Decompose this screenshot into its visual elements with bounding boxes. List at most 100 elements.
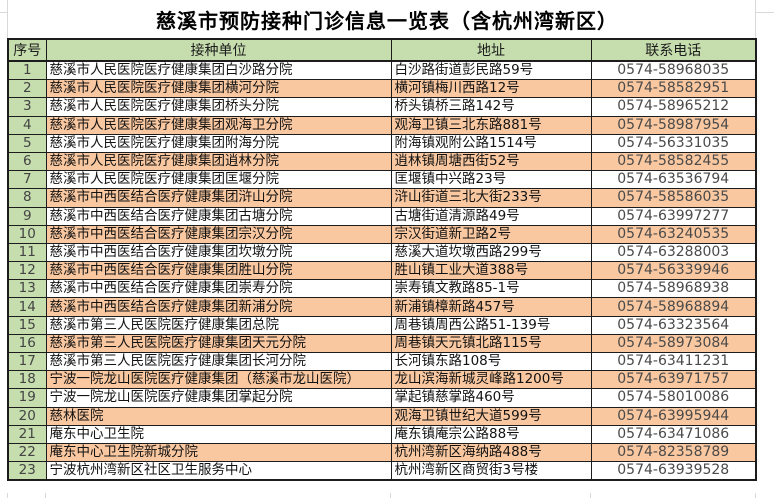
cell-unit: 慈溪市第三人民医院医疗健康集团天元分院 — [45, 333, 392, 354]
cell-unit: 宁波一院龙山医院医疗健康集团掌起分院 — [45, 388, 392, 408]
table-row: 11 慈溪市中西医结合医疗健康集团坎墩分院 慈溪大道坎墩西路299号 0574-632… — [7, 242, 757, 263]
cell-phone: 0574-58973084 — [590, 333, 757, 354]
cell-phone: 0574-58987954 — [590, 115, 757, 135]
cell-no: 11 — [7, 242, 47, 263]
cell-phone: 0574-63411231 — [590, 351, 757, 372]
cell-address: 横河镇梅川西路12号 — [390, 79, 592, 99]
cell-phone: 0574-58586035 — [590, 188, 757, 208]
cell-unit: 慈溪市第三人民医院医疗健康集团总院 — [45, 315, 392, 335]
cell-address: 杭州湾新区商贸街3号楼 — [390, 461, 592, 481]
cell-phone: 0574-63536794 — [590, 170, 757, 190]
cell-address: 庵东镇庵宗公路88号 — [390, 424, 592, 444]
cell-phone: 0574-63288003 — [590, 242, 757, 263]
table-row: 16 慈溪市第三人民医院医疗健康集团天元分院 周巷镇天元镇北路115号 0574-58… — [7, 333, 757, 354]
cell-unit: 慈溪市人民医院医疗健康集团逍林分院 — [45, 151, 392, 172]
cell-unit: 慈溪市中西医结合医疗健康集团浒山分院 — [45, 188, 392, 208]
cell-no: 6 — [7, 151, 47, 172]
table-row: 4 慈溪市人民医院医疗健康集团观海卫分院 观海卫镇三北东路881号 0574-5898… — [7, 115, 757, 135]
cell-address: 桥头镇桥三路142号 — [390, 97, 592, 117]
table-row: 19 宁波一院龙山医院医疗健康集团掌起分院 掌起镇慈掌路460号 0574-58010… — [7, 388, 757, 408]
cell-phone: 0574-63971757 — [590, 370, 757, 390]
col-header-phone: 联系电话 — [590, 38, 757, 62]
cell-unit: 慈溪市中西医结合医疗健康集团胜山分院 — [45, 261, 392, 281]
cell-no: 17 — [7, 351, 47, 372]
cell-no: 21 — [7, 424, 47, 444]
cell-no: 10 — [7, 224, 47, 244]
cell-unit: 慈溪市第三人民医院医疗健康集团长河分院 — [45, 351, 392, 372]
cell-phone: 0574-58582455 — [590, 151, 757, 172]
cell-phone: 0574-58965212 — [590, 97, 757, 117]
table-row: 22 庵东中心卫生院新城分院 杭州湾新区海纳路488号 0574-82358789 — [7, 442, 757, 463]
cell-no: 18 — [7, 370, 47, 390]
cell-unit: 慈溪市中西医结合医疗健康集团坎墩分院 — [45, 242, 392, 263]
cell-unit: 慈溪市中西医结合医疗健康集团崇寿分院 — [45, 279, 392, 299]
cell-address: 新浦镇樟新路457号 — [390, 297, 592, 317]
cell-phone: 0574-58010086 — [590, 388, 757, 408]
table-row: 8 慈溪市中西医结合医疗健康集团浒山分院 浒山街道三北大街233号 0574-5858… — [7, 188, 757, 208]
cell-address: 宗汉街道新卫路2号 — [390, 224, 592, 244]
gridline — [755, 0, 756, 38]
table-row: 13 慈溪市中西医结合医疗健康集团崇寿分院 崇寿镇文教路85-1号 0574-5896… — [7, 279, 757, 299]
col-header-no: 序号 — [7, 38, 47, 62]
cell-address: 慈溪大道坎墩西路299号 — [390, 242, 592, 263]
cell-address: 观海卫镇三北东路881号 — [390, 115, 592, 135]
cell-no: 3 — [7, 97, 47, 117]
table-row: 14 慈溪市中西医结合医疗健康集团新浦分院 新浦镇樟新路457号 0574-58968… — [7, 297, 757, 317]
gridline — [590, 493, 591, 498]
cell-phone: 0574-58968894 — [590, 297, 757, 317]
cell-unit: 宁波一院龙山医院医疗健康集团（慈溪市龙山医院） — [45, 370, 392, 390]
gridline — [390, 493, 391, 498]
cell-no: 12 — [7, 261, 47, 281]
cell-no: 16 — [7, 333, 47, 354]
cell-phone: 0574-56331035 — [590, 133, 757, 153]
gridline — [7, 493, 8, 498]
cell-address: 周巷镇天元镇北路115号 — [390, 333, 592, 354]
cell-phone: 0574-58968938 — [590, 279, 757, 299]
cell-no: 14 — [7, 297, 47, 317]
table-row: 18 宁波一院龙山医院医疗健康集团（慈溪市龙山医院） 龙山滨海新城灵峰路1200号 0… — [7, 370, 757, 390]
cell-phone: 0574-63240535 — [590, 224, 757, 244]
cell-phone: 0574-63471086 — [590, 424, 757, 444]
cell-unit: 宁波杭州湾新区社区卫生服务中心 — [45, 461, 392, 481]
cell-unit: 慈溪市人民医院医疗健康集团桥头分院 — [45, 97, 392, 117]
cell-address: 白沙路街道彭民路59号 — [390, 60, 592, 81]
cell-address: 古塘街道清源路49号 — [390, 206, 592, 226]
cell-no: 5 — [7, 133, 47, 153]
cell-no: 19 — [7, 388, 47, 408]
cell-no: 2 — [7, 79, 47, 99]
col-header-address: 地址 — [390, 38, 592, 62]
cell-no: 4 — [7, 115, 47, 135]
cell-unit: 庵东中心卫生院新城分院 — [45, 442, 392, 463]
cell-address: 长河镇东路108号 — [390, 351, 592, 372]
cell-address: 观海卫镇世纪大道599号 — [390, 406, 592, 426]
page-title: 慈溪市预防接种门诊信息一览表（含杭州湾新区） — [156, 8, 618, 33]
cell-phone: 0574-63939528 — [590, 461, 757, 481]
table-body: 1 慈溪市人民医院医疗健康集团白沙路分院 白沙路街道彭民路59号 0574-58968… — [7, 60, 757, 481]
table-row: 15 慈溪市第三人民医院医疗健康集团总院 周巷镇周西公路51-139号 0574-63… — [7, 315, 757, 335]
cell-no: 22 — [7, 442, 47, 463]
cell-address: 龙山滨海新城灵峰路1200号 — [390, 370, 592, 390]
cell-no: 15 — [7, 315, 47, 335]
cell-address: 匡堰镇中兴路23号 — [390, 170, 592, 190]
table-row: 23 宁波杭州湾新区社区卫生服务中心 杭州湾新区商贸街3号楼 0574-6393952… — [7, 461, 757, 481]
cell-phone: 0574-63995944 — [590, 406, 757, 426]
cell-address: 掌起镇慈掌路460号 — [390, 388, 592, 408]
cell-no: 23 — [7, 461, 47, 481]
gridline — [0, 12, 8, 13]
cell-address: 杭州湾新区海纳路488号 — [390, 442, 592, 463]
cell-no: 20 — [7, 406, 47, 426]
table-row: 20 慈林医院 观海卫镇世纪大道599号 0574-63995944 — [7, 406, 757, 426]
cell-address: 胜山镇工业大道388号 — [390, 261, 592, 281]
table-row: 2 慈溪市人民医院医疗健康集团横河分院 横河镇梅川西路12号 0574-5858295… — [7, 79, 757, 99]
gridline — [7, 0, 8, 38]
table-row: 1 慈溪市人民医院医疗健康集团白沙路分院 白沙路街道彭民路59号 0574-58968… — [7, 60, 757, 81]
col-header-unit: 接种单位 — [45, 38, 392, 62]
clinic-table: 序号 接种单位 地址 联系电话 1 慈溪市人民医院医疗健康集团白沙路分院 白沙路街道… — [7, 38, 757, 482]
table-row: 17 慈溪市第三人民医院医疗健康集团长河分院 长河镇东路108号 0574-63411… — [7, 351, 757, 372]
cell-phone: 0574-63323564 — [590, 315, 757, 335]
cell-unit: 慈林医院 — [45, 406, 392, 426]
cell-address: 浒山街道三北大街233号 — [390, 188, 592, 208]
cell-unit: 慈溪市人民医院医疗健康集团观海卫分院 — [45, 115, 392, 135]
table-row: 5 慈溪市人民医院医疗健康集团附海分院 附海镇观附公路1514号 0574-56331… — [7, 133, 757, 153]
cell-unit: 慈溪市中西医结合医疗健康集团宗汉分院 — [45, 224, 392, 244]
